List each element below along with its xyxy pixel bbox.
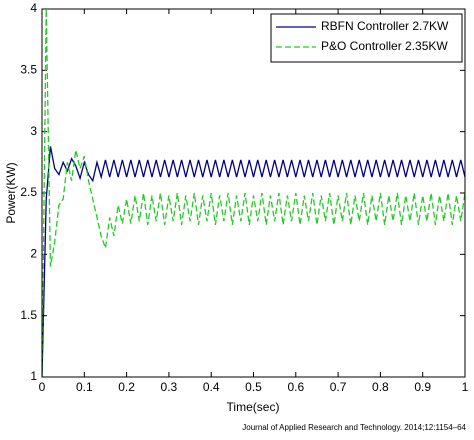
x-tick-label: 0.7 [330, 380, 347, 394]
source-note: Journal of Applied Research and Technolo… [242, 423, 466, 432]
x-tick-label: 1 [462, 380, 469, 394]
x-tick-label: 0.6 [287, 380, 304, 394]
x-tick-label: 0.3 [161, 380, 178, 394]
y-tick-label: 3.5 [20, 63, 37, 77]
legend-label: RBFN Controller 2.7KW [321, 19, 449, 33]
series-line [42, 146, 465, 377]
x-tick-label: 0 [39, 380, 46, 394]
x-tick-label: 0.1 [76, 380, 93, 394]
y-tick-label: 2 [30, 247, 37, 261]
plot-frame [41, 8, 466, 378]
y-axis-label: Power(KW) [4, 162, 18, 223]
x-tick-label: 0.8 [372, 380, 389, 394]
x-tick-label: 0.2 [118, 380, 135, 394]
series-line [42, 9, 465, 377]
y-tick-label: 4 [30, 1, 37, 15]
x-tick-label: 0.9 [414, 380, 431, 394]
x-tick-label: 0.5 [245, 380, 262, 394]
legend-box [270, 13, 463, 63]
legend-label: P&O Controller 2.35KW [321, 39, 448, 53]
x-axis-label: Time(sec) [227, 400, 280, 414]
y-tick-label: 1.5 [20, 308, 37, 322]
x-tick-label: 0.4 [203, 380, 220, 394]
y-tick-label: 2.5 [20, 185, 37, 199]
y-tick-label: 1 [30, 369, 37, 383]
y-tick-label: 3 [30, 124, 37, 138]
